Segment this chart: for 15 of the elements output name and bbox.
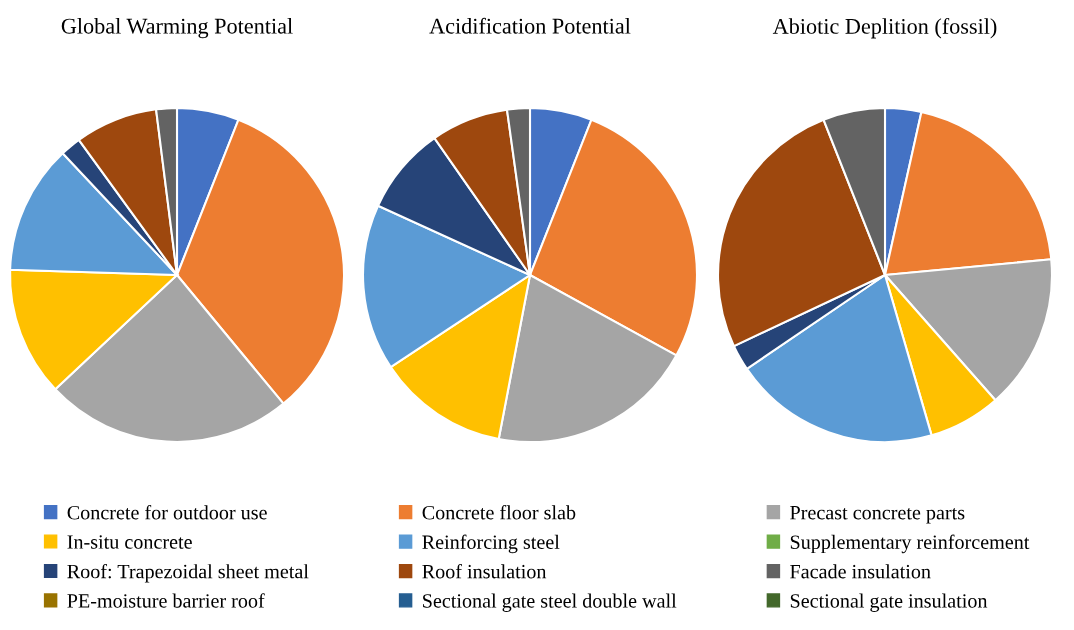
slice-label: Acidification Potential [429, 17, 631, 34]
legend-label: Roof insulation [422, 564, 547, 579]
legend-label: Precast concrete parts [790, 506, 965, 524]
legend-label: Supplementary reinforcement [790, 534, 1030, 554]
legend-label: Sectional gate insulation [790, 593, 988, 612]
legend-label: Facade insulation [790, 564, 931, 579]
slice-label: Abiotic Deplition (fossil) [772, 18, 997, 39]
slice-label: Global Warming Potential [61, 18, 293, 39]
legend-label: Concrete floor slab [422, 505, 576, 520]
legend-label: In-situ concrete [67, 535, 192, 549]
legend-label: Roof: Trapezoidal sheet metal [67, 563, 309, 583]
legend-label: Concrete for outdoor use [67, 505, 267, 520]
legend-label: Reinforcing steel [422, 534, 560, 554]
legend-label: PE-moisture barrier roof [67, 593, 265, 608]
legend-label: Sectional gate steel double wall [423, 593, 677, 612]
